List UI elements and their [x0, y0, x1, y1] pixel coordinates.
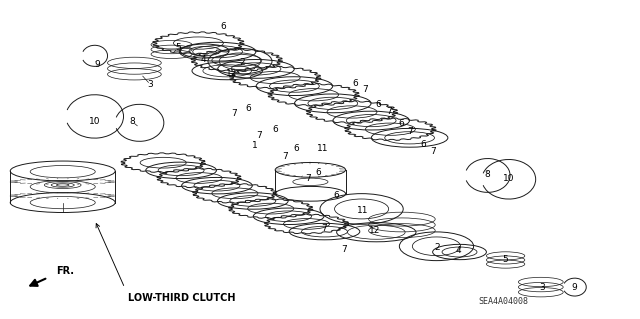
Text: 7: 7 [408, 127, 413, 136]
Text: 6: 6 [316, 168, 321, 177]
Text: 5: 5 [175, 43, 180, 52]
Text: 7: 7 [257, 131, 262, 140]
Text: 7: 7 [387, 107, 392, 115]
Text: 9: 9 [95, 60, 100, 69]
Text: 3: 3 [148, 80, 153, 89]
Text: 12: 12 [369, 226, 381, 235]
Text: 12: 12 [226, 69, 237, 78]
Text: 6: 6 [333, 191, 339, 200]
Text: 5: 5 [503, 255, 508, 263]
Text: 6: 6 [376, 100, 381, 109]
Text: 7: 7 [231, 109, 236, 118]
Text: 6: 6 [399, 119, 404, 128]
Text: FR.: FR. [56, 266, 74, 276]
Text: 1: 1 [252, 141, 257, 150]
Text: 6: 6 [273, 125, 278, 134]
Text: 10: 10 [89, 117, 100, 126]
Text: 8: 8 [485, 170, 490, 179]
Text: LOW-THIRD CLUTCH: LOW-THIRD CLUTCH [128, 293, 236, 303]
Text: 9: 9 [572, 283, 577, 292]
Text: 7: 7 [431, 147, 436, 156]
Text: SEA4A04008: SEA4A04008 [479, 297, 529, 306]
Text: 2: 2 [435, 243, 440, 252]
Text: 6: 6 [294, 144, 299, 153]
Text: 3: 3 [540, 283, 545, 292]
Text: 6: 6 [420, 140, 426, 149]
Text: 7: 7 [342, 245, 347, 254]
Text: 7: 7 [305, 174, 310, 182]
Text: 6: 6 [246, 104, 251, 113]
Text: 7: 7 [322, 224, 327, 233]
Text: 7: 7 [363, 85, 368, 94]
Text: 11: 11 [357, 206, 369, 215]
Text: 10: 10 [503, 174, 515, 183]
Text: 6: 6 [353, 79, 358, 88]
Text: 11: 11 [317, 144, 328, 153]
Text: 4: 4 [456, 246, 461, 255]
Text: 4: 4 [201, 55, 206, 63]
Text: 7: 7 [283, 152, 288, 161]
Text: 2: 2 [239, 58, 244, 67]
Text: 8: 8 [130, 117, 135, 126]
Text: 6: 6 [221, 22, 226, 31]
